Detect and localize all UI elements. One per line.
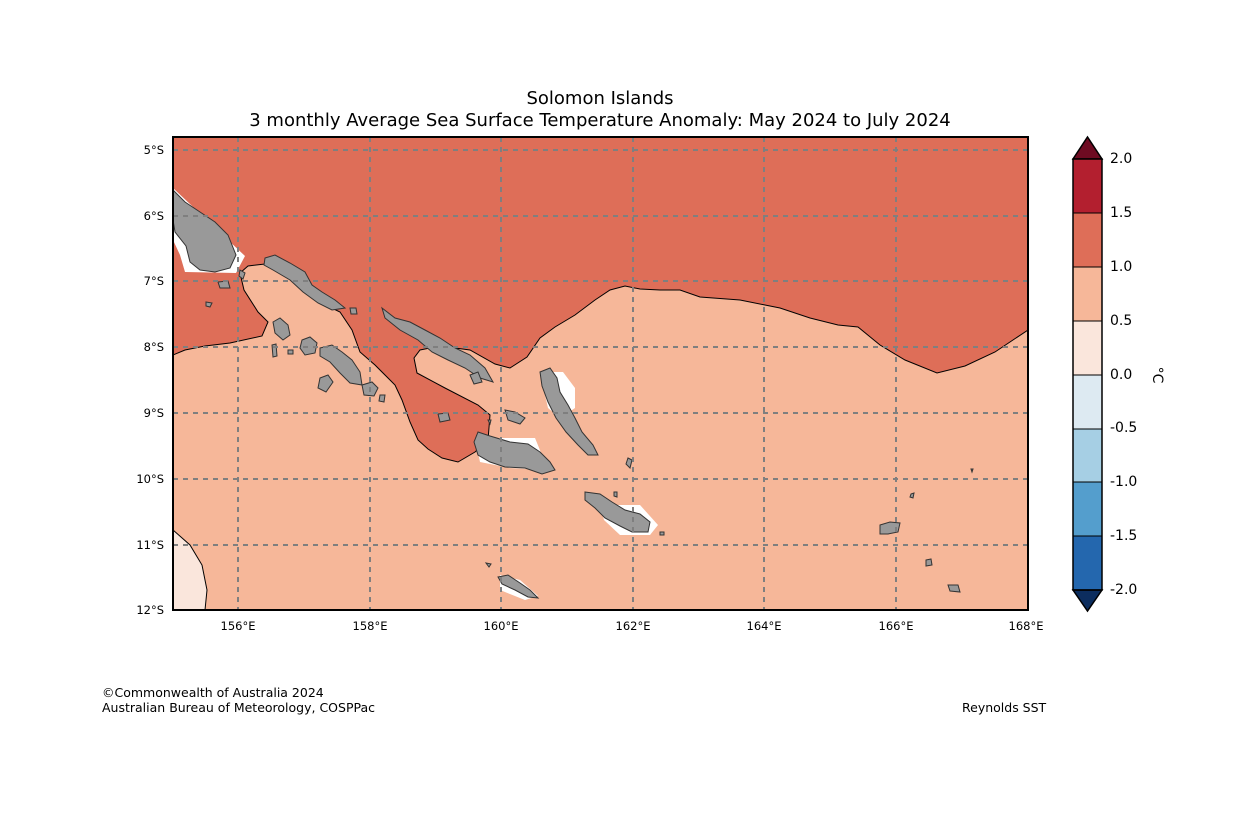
- lon-tick: 156°E: [221, 619, 256, 633]
- colorbar-tick: -0.5: [1110, 420, 1137, 436]
- island-kolombangara: [299, 336, 318, 356]
- island-vanikoro: [925, 558, 933, 567]
- island-russell: [437, 412, 451, 423]
- colorbar-bin: [1073, 482, 1102, 536]
- lon-tick: 160°E: [484, 619, 519, 633]
- lat-tick: 11°S: [136, 538, 164, 552]
- colorbar-tick: 2.0: [1110, 151, 1132, 167]
- lon-tick: 162°E: [616, 619, 651, 633]
- island-small-4: [378, 394, 386, 403]
- island-bougainville: [173, 189, 237, 273]
- lon-tick: 166°E: [879, 619, 914, 633]
- colorbar-bin: [1073, 429, 1102, 482]
- map-frame: [172, 136, 1029, 611]
- lat-tick: 6°S: [144, 209, 164, 223]
- lat-axis: 5°S 6°S 7°S 8°S 9°S 10°S 11°S 12°S: [136, 143, 164, 617]
- island-malaita: [539, 367, 599, 456]
- colorbar-bin: [1073, 321, 1102, 375]
- island-ulawa: [625, 457, 633, 469]
- colorbar-tick: 1.0: [1110, 259, 1132, 275]
- anomaly-region-0.0-0.5: [173, 529, 208, 610]
- island-choiseul: [263, 254, 347, 311]
- island-small-2: [271, 343, 278, 358]
- colorbar-tick: 0.0: [1110, 367, 1132, 383]
- island-small-3: [287, 349, 294, 355]
- colorbar-tick: 0.5: [1110, 313, 1132, 329]
- lon-axis: 156°E 158°E 160°E 162°E 164°E 166°E 168°…: [221, 619, 1044, 633]
- island-bellona: [484, 562, 492, 568]
- map-area: [173, 137, 1028, 610]
- data-source-text: Reynolds SST: [962, 700, 1047, 715]
- anomaly-region-1.0-1.5: [173, 137, 1028, 463]
- lon-tick: 158°E: [353, 619, 388, 633]
- copyright-text: ©Commonwealth of Australia 2024: [102, 685, 324, 700]
- colorbar-ticks: 2.0 1.5 1.0 0.5 0.0 -0.5 -1.0 -1.5 -2.0: [1110, 151, 1137, 598]
- island-isabel: [381, 306, 495, 383]
- gridlines: [173, 137, 1028, 610]
- island-vella-lavella: [272, 317, 291, 341]
- island-rennell: [497, 574, 540, 599]
- colorbar: 2.0 1.5 1.0 0.5 0.0 -0.5 -1.0 -1.5 -2.0 …: [1071, 135, 1165, 613]
- island-florida: [504, 409, 526, 425]
- lat-tick: 9°S: [144, 406, 164, 420]
- island-fauro: [238, 269, 246, 280]
- colorbar-bin: [1073, 536, 1102, 590]
- colorbar-bin: [1073, 375, 1102, 429]
- colorbar-tick: -2.0: [1110, 582, 1137, 598]
- colorbar-tick: 1.5: [1110, 205, 1132, 221]
- footer-credits: ©Commonwealth of Australia 2024 Australi…: [102, 685, 375, 715]
- colorbar-tick: -1.5: [1110, 528, 1137, 544]
- island-guadalcanal: [473, 431, 556, 475]
- lat-tick: 8°S: [144, 340, 164, 354]
- colorbar-tick: -1.0: [1110, 474, 1137, 490]
- colorbar-bin: [1073, 159, 1102, 213]
- island-ontong: [469, 371, 483, 385]
- island-small-1: [349, 307, 358, 315]
- lat-tick: 10°S: [136, 472, 164, 486]
- island-reef: [909, 492, 915, 499]
- land-masses: [173, 189, 974, 599]
- lat-tick: 7°S: [144, 274, 164, 288]
- lon-tick: 168°E: [1009, 619, 1044, 633]
- chart-title: Solomon Islands: [526, 88, 674, 109]
- colorbar-under-arrow: [1071, 589, 1104, 613]
- island-small-7: [487, 419, 492, 426]
- lon-tick: 164°E: [747, 619, 782, 633]
- colorbar-unit-label: °C: [1149, 367, 1165, 384]
- island-rendova: [317, 374, 334, 393]
- island-duff: [970, 468, 974, 474]
- lat-tick: 5°S: [144, 143, 164, 157]
- agency-text: Australian Bureau of Meteorology, COSPPa…: [102, 700, 375, 715]
- island-shortland: [217, 280, 231, 289]
- lat-tick: 12°S: [136, 603, 164, 617]
- colorbar-over-arrow: [1071, 135, 1104, 160]
- island-tikopia: [947, 584, 961, 593]
- colorbar-bin: [1073, 213, 1102, 267]
- colorbar-bin: [1073, 267, 1102, 321]
- island-small-6: [613, 491, 618, 498]
- chart-subtitle: 3 monthly Average Sea Surface Temperatur…: [249, 110, 951, 131]
- island-small-5: [659, 531, 665, 536]
- island-treasury: [205, 301, 213, 308]
